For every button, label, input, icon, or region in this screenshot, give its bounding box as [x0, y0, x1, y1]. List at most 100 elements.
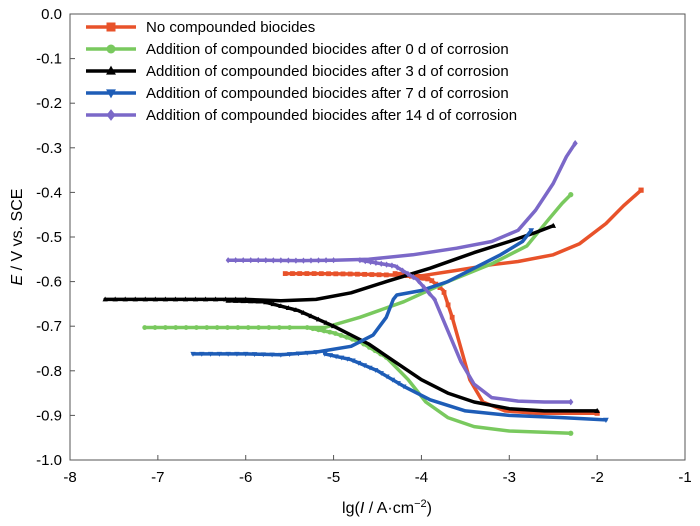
data-point	[207, 351, 214, 357]
data-point	[369, 272, 375, 277]
data-point	[287, 325, 293, 330]
data-point	[327, 353, 334, 358]
legend-item: Addition of compounded biocides after 0 …	[86, 41, 509, 58]
data-point	[405, 270, 411, 277]
data-point	[263, 257, 269, 264]
data-point	[568, 398, 574, 406]
data-point	[182, 296, 189, 302]
data-point	[394, 264, 400, 271]
y-tick-label: -1.0	[36, 452, 62, 469]
data-point	[316, 257, 321, 264]
data-point	[278, 303, 284, 309]
data-point	[361, 363, 367, 369]
data-point	[331, 257, 336, 264]
y-tick-label: 0.0	[41, 6, 62, 23]
plot-frame	[69, 13, 686, 461]
data-point	[278, 352, 284, 358]
data-point	[421, 284, 427, 291]
data-point	[389, 262, 395, 269]
anodic-branch-line	[191, 228, 534, 357]
anodic-branch-line	[283, 188, 643, 278]
y-tick-label: -0.5	[36, 229, 62, 246]
data-point	[396, 271, 402, 277]
data-point	[568, 192, 574, 198]
data-point	[204, 325, 210, 330]
data-point	[263, 299, 269, 305]
legend-item: Addition of compounded biocides after 3 …	[86, 63, 509, 80]
x-tick-label: -4	[415, 469, 428, 486]
y-tick-label: -0.1	[36, 51, 62, 68]
data-point	[282, 271, 288, 276]
data-point	[243, 351, 249, 357]
data-point	[308, 257, 314, 264]
legend-item: No compounded biocides	[86, 19, 315, 36]
data-point	[256, 325, 261, 330]
data-point	[368, 258, 373, 266]
data-point	[445, 302, 451, 308]
data-point	[225, 297, 231, 303]
series-1	[282, 187, 644, 416]
data-point	[304, 325, 310, 330]
data-point	[313, 350, 319, 355]
data-point	[333, 271, 339, 277]
anodic-branch-line	[142, 192, 573, 330]
data-point	[225, 257, 231, 264]
data-point	[410, 273, 416, 281]
y-tick-label: -0.2	[36, 95, 62, 112]
cathodic-branch-line	[358, 258, 573, 404]
data-point	[378, 371, 384, 376]
legend-item: Addition of compounded biocides after 14…	[86, 107, 517, 124]
data-point	[638, 187, 644, 193]
data-point	[142, 296, 148, 302]
data-point	[528, 228, 535, 234]
x-axis-title: lg(I / A·cm−2)	[342, 498, 432, 517]
data-point	[367, 365, 373, 371]
data-point	[225, 325, 230, 330]
data-point	[362, 257, 368, 265]
anodic-branch-line	[103, 224, 555, 303]
data-point	[550, 222, 557, 228]
x-tick-label: -3	[503, 469, 516, 486]
data-point	[400, 267, 406, 274]
data-point	[326, 271, 331, 277]
data-point	[350, 358, 356, 364]
data-point	[248, 298, 254, 304]
data-point	[276, 325, 282, 330]
legend-label: Addition of compounded biocides after 3 …	[146, 63, 509, 80]
data-point	[315, 316, 322, 322]
data-point	[362, 271, 368, 277]
x-tick-label: -2	[590, 469, 603, 486]
data-point	[235, 325, 241, 330]
y-tick-label: -0.4	[36, 184, 62, 201]
data-point	[416, 278, 422, 285]
data-point	[372, 368, 379, 373]
data-point	[301, 257, 306, 264]
data-point	[233, 257, 239, 264]
data-point	[162, 325, 168, 330]
data-point	[233, 298, 239, 303]
data-point	[401, 384, 407, 390]
data-point	[395, 381, 401, 386]
data-point	[300, 309, 307, 315]
data-point	[173, 325, 179, 330]
data-point	[594, 410, 600, 416]
legend-marker	[106, 22, 116, 32]
data-point	[357, 257, 363, 264]
data-point	[285, 305, 292, 310]
x-tick-label: -6	[239, 469, 252, 486]
data-point	[392, 271, 398, 276]
data-point	[355, 271, 360, 277]
series-curves	[102, 139, 644, 436]
legend-marker	[106, 89, 116, 99]
data-point	[212, 296, 219, 302]
data-point	[318, 271, 324, 277]
data-point	[142, 325, 148, 330]
data-point	[308, 313, 314, 319]
data-point	[112, 296, 118, 302]
data-point	[333, 354, 339, 360]
data-point	[194, 325, 199, 330]
data-point	[327, 329, 333, 335]
data-point	[330, 323, 337, 329]
data-point	[270, 257, 276, 264]
data-point	[603, 417, 609, 423]
